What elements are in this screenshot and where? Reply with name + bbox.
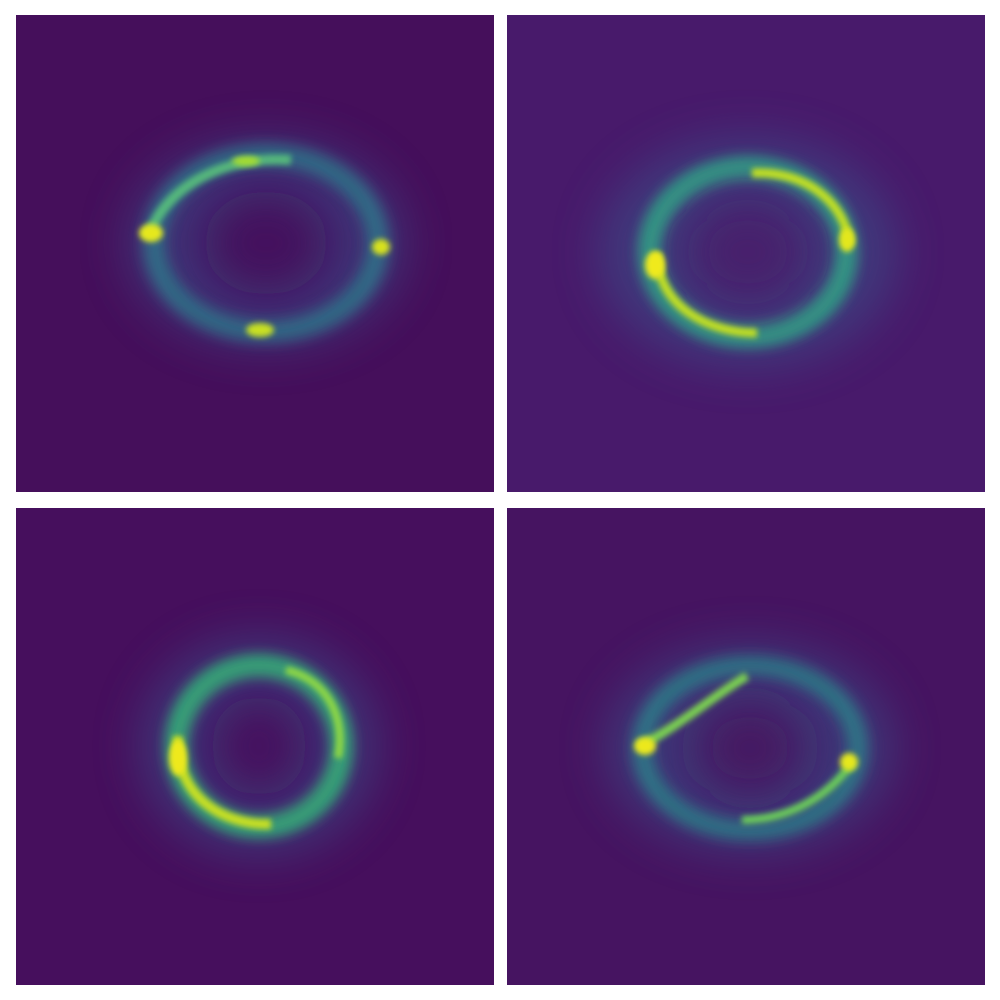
upper-arc bbox=[143, 154, 292, 239]
bright-spot-left bbox=[645, 251, 665, 279]
lens-panel-bottom-right bbox=[507, 508, 985, 985]
bright-spot-bottom bbox=[246, 323, 274, 337]
lens-panel-bottom-left bbox=[16, 508, 494, 985]
bright-spot-left bbox=[634, 737, 656, 755]
ring-center bbox=[204, 191, 328, 295]
lens-image-top-left bbox=[16, 15, 494, 492]
lower-right-arc bbox=[741, 760, 856, 824]
bright-spot-left bbox=[169, 740, 187, 776]
lens-panel-top-left bbox=[16, 15, 494, 492]
bright-spot-right bbox=[840, 753, 858, 771]
bright-spot-top bbox=[232, 156, 260, 166]
right-arc bbox=[284, 666, 344, 759]
ring-center bbox=[695, 700, 805, 796]
ring-center bbox=[211, 696, 307, 796]
lens-image-top-right bbox=[507, 15, 985, 492]
bright-spot-left bbox=[139, 224, 163, 242]
ring-center bbox=[686, 197, 810, 307]
lens-panel-top-right bbox=[507, 15, 985, 492]
lens-image-bottom-left bbox=[16, 508, 494, 985]
lens-image-bottom-right bbox=[507, 508, 985, 985]
bright-spot-right bbox=[839, 228, 855, 252]
bright-spot-right bbox=[372, 239, 390, 255]
